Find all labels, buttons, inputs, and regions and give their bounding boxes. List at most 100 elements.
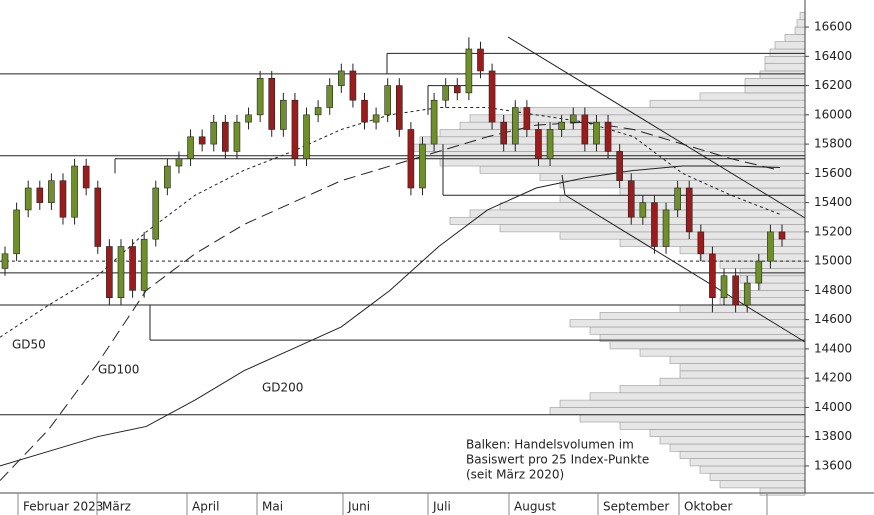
volume-bar <box>699 253 806 262</box>
volume-bar <box>719 480 806 489</box>
volume-bar <box>449 216 806 225</box>
candle-body <box>36 187 44 203</box>
candle-body <box>639 202 647 218</box>
candle-body <box>697 231 705 255</box>
volume-bar <box>559 399 806 408</box>
candle-body <box>198 136 206 145</box>
candle-body <box>430 99 438 145</box>
candle-body <box>569 114 577 123</box>
candle-body <box>755 260 763 284</box>
volume-bar <box>739 275 806 284</box>
candle-body <box>372 114 380 123</box>
volume-bar <box>649 429 806 437</box>
y-tick-label: 14200 <box>814 371 852 385</box>
candle-body <box>604 121 612 152</box>
x-tick-label: Juni <box>347 500 370 514</box>
candle-body <box>59 180 67 218</box>
y-tick-label: 13800 <box>814 429 852 443</box>
volume-bar <box>759 282 806 291</box>
candle-body <box>314 107 322 116</box>
candle-body <box>743 282 751 306</box>
candle-body <box>164 165 171 189</box>
volume-bar <box>599 312 806 320</box>
candle-body <box>384 85 392 116</box>
y-tick-label: 14600 <box>814 312 852 326</box>
x-tick-label: Oktober <box>684 500 732 514</box>
candle-body <box>674 187 681 211</box>
candle-body <box>767 231 774 262</box>
volume-bar <box>679 304 806 313</box>
volume-bar <box>559 180 806 189</box>
candle-body <box>453 85 461 94</box>
trend-line <box>561 174 566 196</box>
volume-bar <box>539 173 806 181</box>
volume-bar <box>709 472 806 481</box>
candle-body <box>349 70 357 101</box>
volume-bar <box>419 151 806 160</box>
moving-average-label: GD200 <box>262 381 303 395</box>
volume-bar <box>764 56 806 64</box>
volume-bar <box>469 209 806 218</box>
axes: 13600 13800 14000 14200 14400 14600 14800 15000… <box>17 20 852 515</box>
moving-averages: GD50 GD100 GD200 <box>0 107 781 481</box>
volume-bar <box>549 407 806 416</box>
candle-body <box>233 121 241 152</box>
candle-body <box>48 180 55 203</box>
volume-bar <box>649 99 806 108</box>
annotation: Balken: Handelsvolumen im <box>466 438 634 452</box>
x-tick-label: März <box>102 500 131 514</box>
volume-bar <box>439 129 806 138</box>
candle-body <box>720 275 728 299</box>
volume-bar <box>679 370 806 379</box>
candle-body <box>778 231 786 240</box>
y-tick-label: 14000 <box>814 400 852 414</box>
volume-bar <box>579 414 806 423</box>
candle-body <box>361 99 368 123</box>
candle-body <box>616 151 623 181</box>
candle-body <box>303 114 310 160</box>
candle-body <box>268 77 276 130</box>
x-tick-label: Juli <box>432 500 451 514</box>
volume-bar <box>419 136 806 145</box>
y-tick-label: 16400 <box>814 49 852 63</box>
candle-body <box>732 275 739 306</box>
volume-bar <box>744 85 806 94</box>
candle-body <box>245 114 252 123</box>
volume-bar <box>669 443 806 452</box>
candle-body <box>442 85 449 101</box>
volume-bar <box>589 326 806 335</box>
candle-body <box>256 77 264 116</box>
volume-bar <box>719 260 806 269</box>
candle-body <box>13 209 20 255</box>
candle-body <box>94 187 102 247</box>
candle-body <box>419 143 426 189</box>
candle-body <box>546 129 554 160</box>
moving-average-line <box>0 121 781 481</box>
candle-body <box>1 253 9 269</box>
volume-bar <box>669 355 806 364</box>
candle-body <box>291 99 299 160</box>
volume-bar <box>799 12 806 21</box>
volume-bar <box>609 341 806 350</box>
y-tick-label: 14400 <box>814 341 852 355</box>
x-tick-label: Februar 2023 <box>23 500 103 514</box>
volume-bar <box>619 385 806 394</box>
annotation: (seit März 2020) <box>466 468 564 482</box>
candle-body <box>662 209 670 247</box>
candle-body <box>395 85 403 130</box>
candle-body <box>535 129 542 160</box>
annotation: Basiswert pro 25 Index-Punkte <box>466 453 649 467</box>
candle-body <box>280 99 287 130</box>
volume-bar <box>619 187 806 196</box>
candle-body <box>627 180 635 218</box>
volume-bar <box>659 377 806 386</box>
candle-body <box>558 121 565 130</box>
volume-bar <box>774 41 806 50</box>
candle-body <box>685 187 693 233</box>
candle-body <box>82 165 90 189</box>
y-tick-label: 14800 <box>814 283 852 297</box>
y-tick-label: 15400 <box>814 195 852 209</box>
candle-body <box>222 121 229 152</box>
candle-body <box>523 107 531 130</box>
